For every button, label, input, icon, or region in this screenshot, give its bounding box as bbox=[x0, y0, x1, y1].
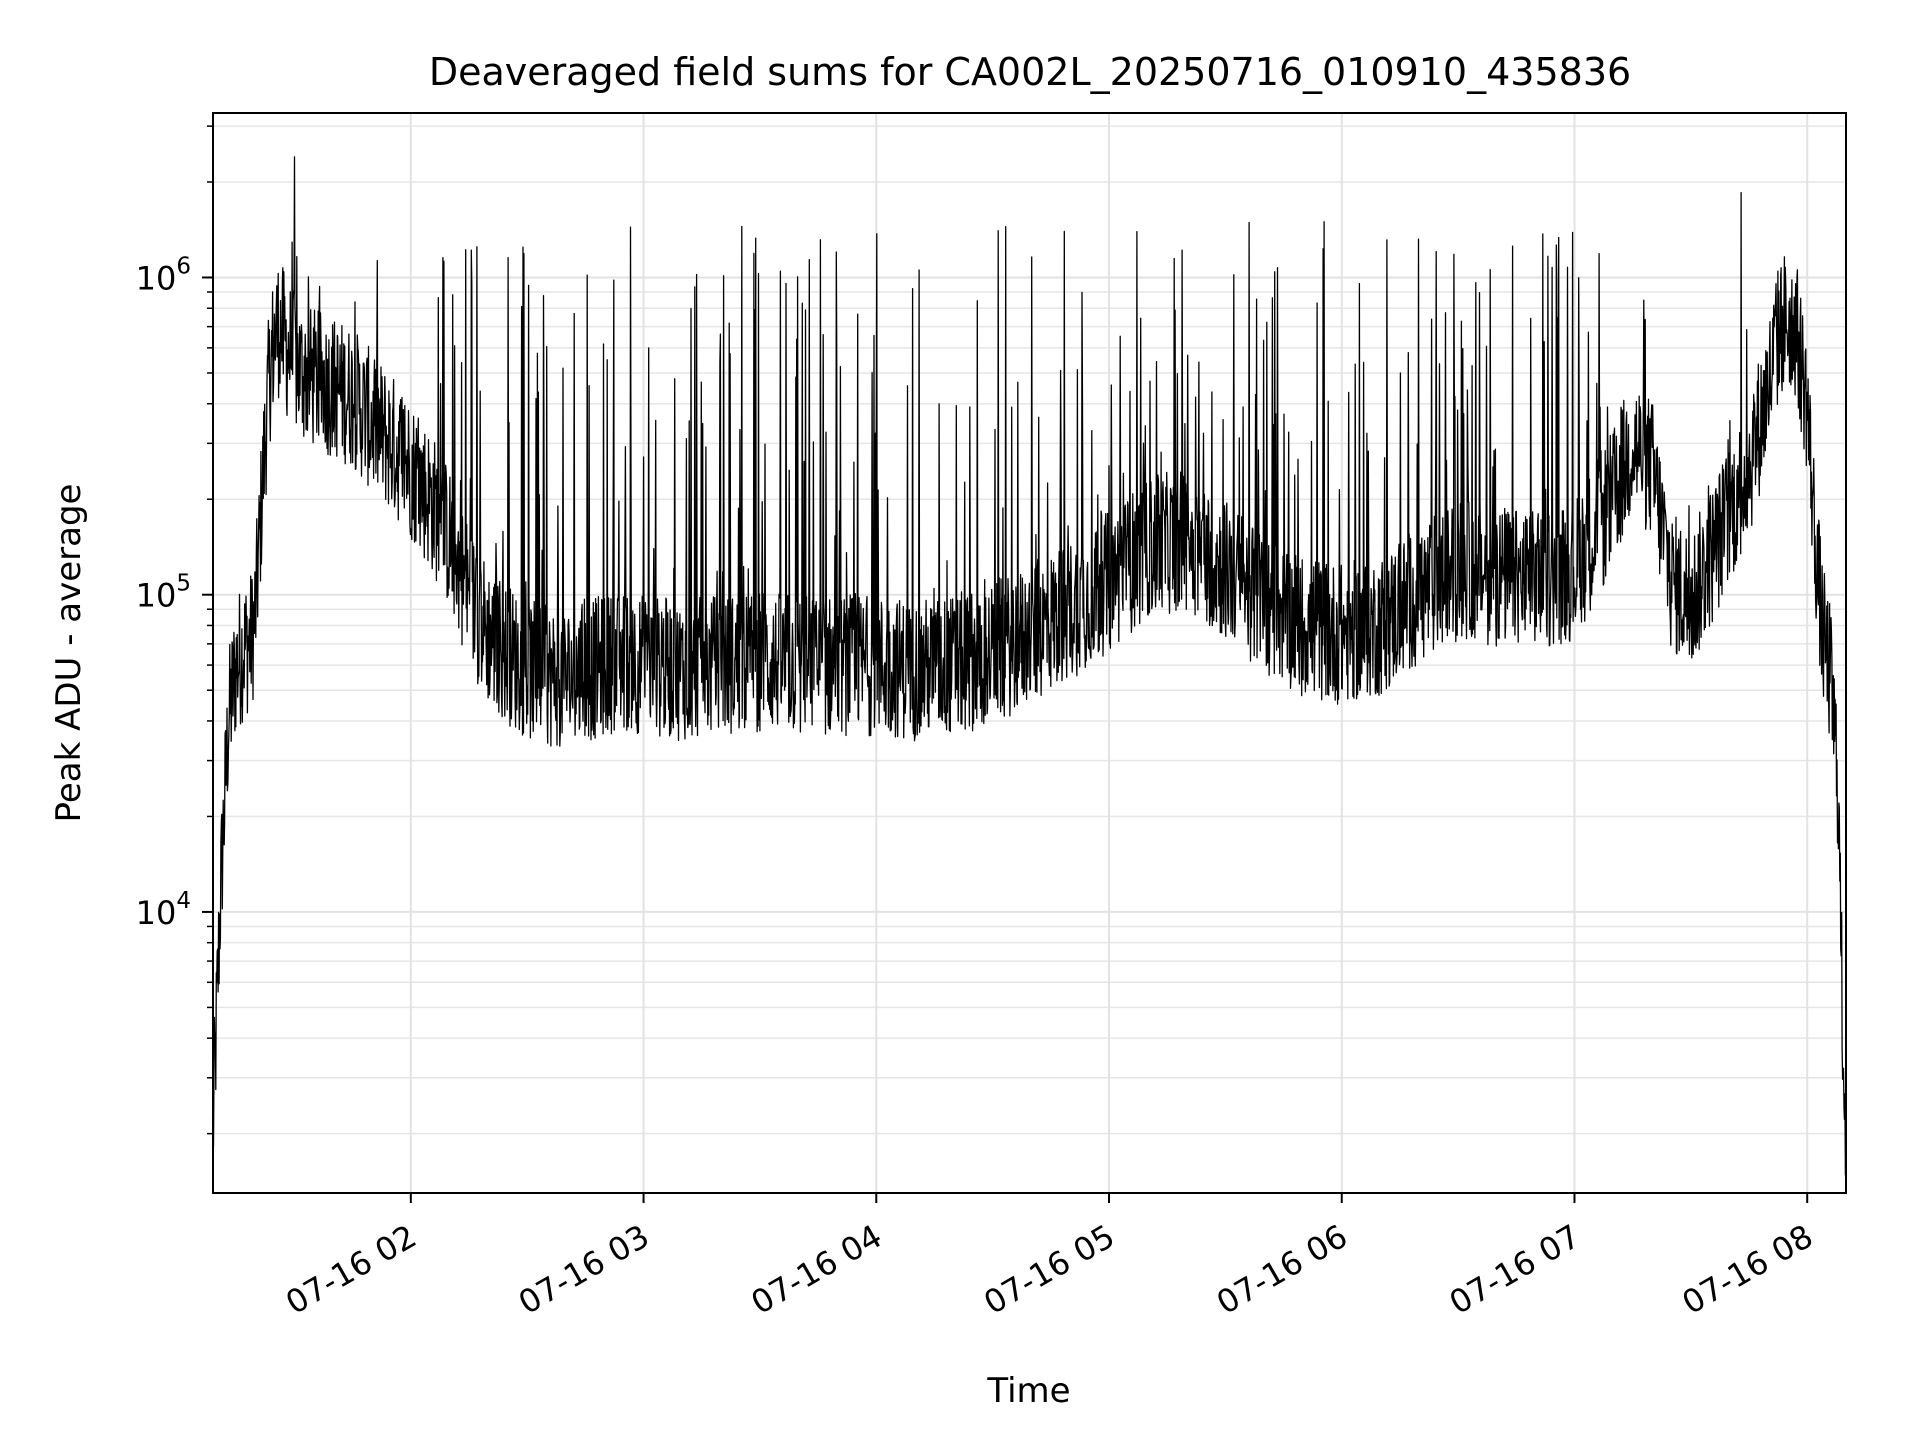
y-tick-label: 105 bbox=[136, 571, 191, 615]
series-line bbox=[212, 156, 1847, 1176]
y-axis-label: Peak ADU - average bbox=[49, 484, 89, 823]
chart-title: Deaveraged field sums for CA002L_2025071… bbox=[429, 50, 1631, 94]
x-axis-label: Time bbox=[986, 1371, 1070, 1411]
axes-frame bbox=[212, 112, 1847, 1194]
y-axis-ticks: 104 105 106 bbox=[136, 125, 213, 1135]
y-tick-label: 106 bbox=[136, 253, 191, 297]
plot-area bbox=[212, 156, 1847, 1176]
y-tick-label: 104 bbox=[136, 888, 191, 932]
